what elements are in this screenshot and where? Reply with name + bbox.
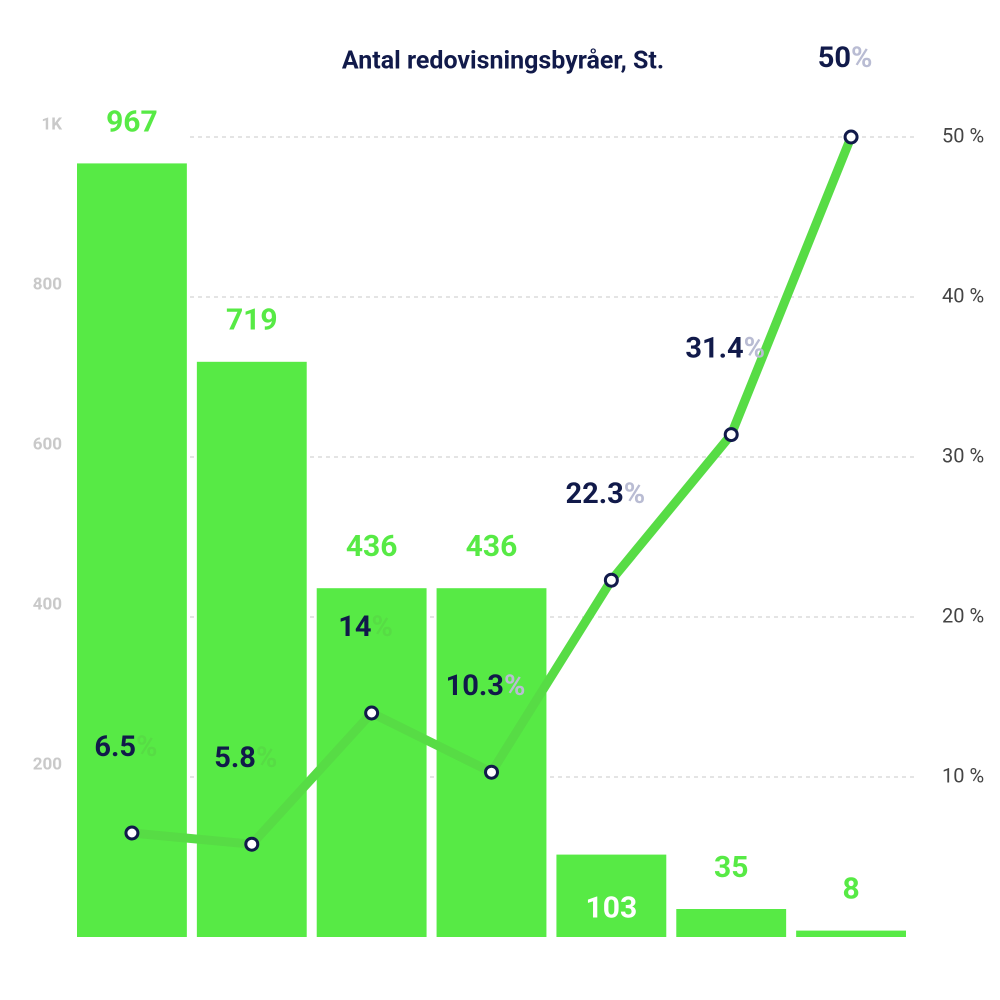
label-number: 6.5 <box>94 730 136 764</box>
y2-tick-label: 10 % <box>942 763 984 787</box>
y2-tick-label: 20 % <box>942 603 984 627</box>
label-unit: % <box>136 730 157 764</box>
line-point <box>124 825 140 841</box>
y-tick-label: 200 <box>33 754 62 774</box>
y-tick-label: 800 <box>33 274 62 294</box>
line-value-label: 14% <box>338 610 393 644</box>
bar <box>796 930 906 937</box>
label-unit: % <box>256 741 277 775</box>
line-point <box>484 764 499 780</box>
label-number: 31.4 <box>685 331 743 365</box>
bar-value-label: 436 <box>466 529 518 564</box>
label-number: 50 <box>818 41 851 75</box>
label-unit: % <box>504 669 525 703</box>
label-unit: % <box>851 41 872 75</box>
line-value-label: 6.5% <box>94 730 157 764</box>
bar <box>77 163 187 937</box>
label-number: 5.8 <box>214 741 256 775</box>
line-point <box>603 572 619 588</box>
line-value-label: 31.4% <box>685 331 765 365</box>
bar <box>316 588 427 937</box>
line-value-label: 22.3% <box>565 477 645 511</box>
label-unit: % <box>624 477 645 511</box>
y-tick-label: 600 <box>33 434 62 454</box>
label-unit: % <box>372 610 393 644</box>
line-value-label: 50% <box>818 41 873 75</box>
bar <box>676 909 787 937</box>
bar-value-label: 719 <box>226 303 278 338</box>
line-point <box>843 129 859 145</box>
y-tick-label: 400 <box>33 594 62 614</box>
bar-value-label: 967 <box>106 104 158 139</box>
line-value-label: 5.8% <box>214 741 277 775</box>
line-value-label: 10.3% <box>446 669 526 703</box>
bar-value-label: 436 <box>346 529 398 564</box>
label-unit: % <box>744 331 765 365</box>
label-number: 22.3 <box>565 477 623 511</box>
bar <box>556 854 667 937</box>
y2-tick-label: 40 % <box>942 283 984 307</box>
bar-value-label: 35 <box>714 850 748 885</box>
line-point <box>244 836 260 852</box>
label-number: 10.3 <box>446 669 504 703</box>
y2-tick-label: 30 % <box>942 443 984 467</box>
line-point <box>364 705 380 721</box>
chart-title: Antal redovisningsbyråer, St. <box>342 47 664 76</box>
y-tick-label: 1K <box>41 114 62 134</box>
bar-value-label: 8 <box>842 872 859 907</box>
y2-tick-label: 50 % <box>942 123 984 147</box>
bar <box>436 588 547 937</box>
label-number: 14 <box>338 610 371 644</box>
line-point <box>723 427 739 443</box>
bar-value-label: 103 <box>586 891 638 926</box>
